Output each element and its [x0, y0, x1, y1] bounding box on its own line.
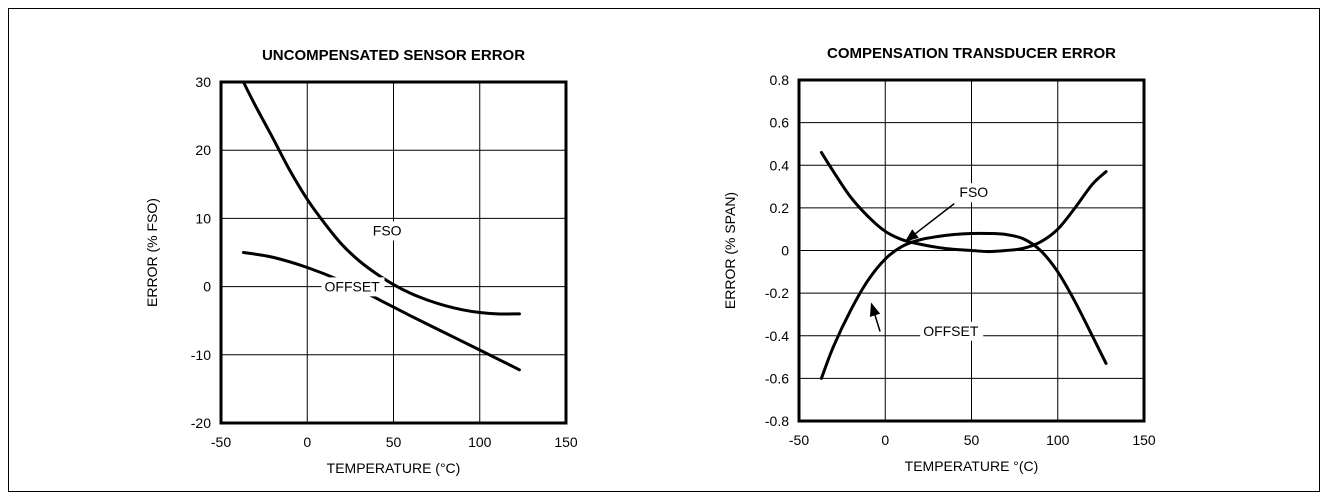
- x-tick-label: 150: [554, 434, 578, 450]
- chart-title: UNCOMPENSATED SENSOR ERROR: [262, 47, 525, 64]
- annotation-offset: OFFSET: [923, 323, 979, 339]
- y-tick-label: -10: [191, 347, 211, 363]
- y-tick-label: 30: [195, 74, 211, 90]
- annotation-offset-background: [321, 277, 385, 297]
- annotation-fso: FSO: [959, 184, 988, 200]
- chart-2: COMPENSATION TRANSDUCER ERROR -50 0 50 100 15…: [722, 45, 1156, 474]
- y-axis-label: ERROR (% SPAN): [722, 192, 738, 309]
- y-tick-label: -0.2: [765, 285, 789, 301]
- x-tick-label: 100: [468, 434, 492, 450]
- x-tick-label: 50: [386, 434, 402, 450]
- series-line-offset: [241, 251, 521, 372]
- annotation-fso-background: [369, 221, 405, 241]
- y-tick-label: 0.4: [770, 157, 790, 173]
- plot-border: [797, 78, 1146, 423]
- y-tick-label: 0.2: [770, 200, 790, 216]
- series-line-fso: [241, 80, 521, 316]
- x-tick-label: -50: [211, 434, 231, 450]
- plot-border: [219, 80, 568, 425]
- series-line-offset: [819, 231, 1108, 380]
- y-axis-label: ERROR (% FSO): [144, 198, 160, 307]
- x-tick-label: 0: [303, 434, 311, 450]
- figure-frame: [8, 8, 1320, 492]
- x-axis-label: TEMPERATURE (°C): [327, 460, 461, 476]
- annotation-fso-background: [956, 183, 991, 203]
- x-tick-label: 50: [964, 432, 980, 448]
- y-tick-label: 0.8: [770, 72, 790, 88]
- annotation-offset: OFFSET: [325, 278, 381, 294]
- annotation-fso: FSO: [373, 222, 402, 238]
- annotation-offset-background: [920, 321, 984, 341]
- x-tick-label: 0: [881, 432, 889, 448]
- y-tick-label: 10: [195, 210, 211, 226]
- offset-leader-arrow: [869, 302, 881, 332]
- y-tick-label: -0.8: [765, 413, 789, 429]
- y-tick-label: -0.6: [765, 370, 789, 386]
- x-tick-label: 150: [1132, 432, 1156, 448]
- fso-leader-arrow: [904, 203, 955, 242]
- y-tick-label: 0: [781, 243, 789, 259]
- series-line-fso: [819, 150, 1108, 254]
- y-tick-label: 0: [203, 279, 211, 295]
- y-tick-label: -20: [191, 415, 211, 431]
- x-tick-label: 100: [1046, 432, 1070, 448]
- x-tick-label: -50: [789, 432, 809, 448]
- y-tick-label: 0.6: [770, 115, 790, 131]
- y-tick-label: 20: [195, 142, 211, 158]
- chart-1: UNCOMPENSATED SENSOR ERROR-50 0 50 100 150-2…: [144, 47, 578, 476]
- chart-title: COMPENSATION TRANSDUCER ERROR: [827, 45, 1116, 62]
- x-axis-label: TEMPERATURE °(C): [905, 458, 1039, 474]
- y-tick-label: -0.4: [765, 328, 789, 344]
